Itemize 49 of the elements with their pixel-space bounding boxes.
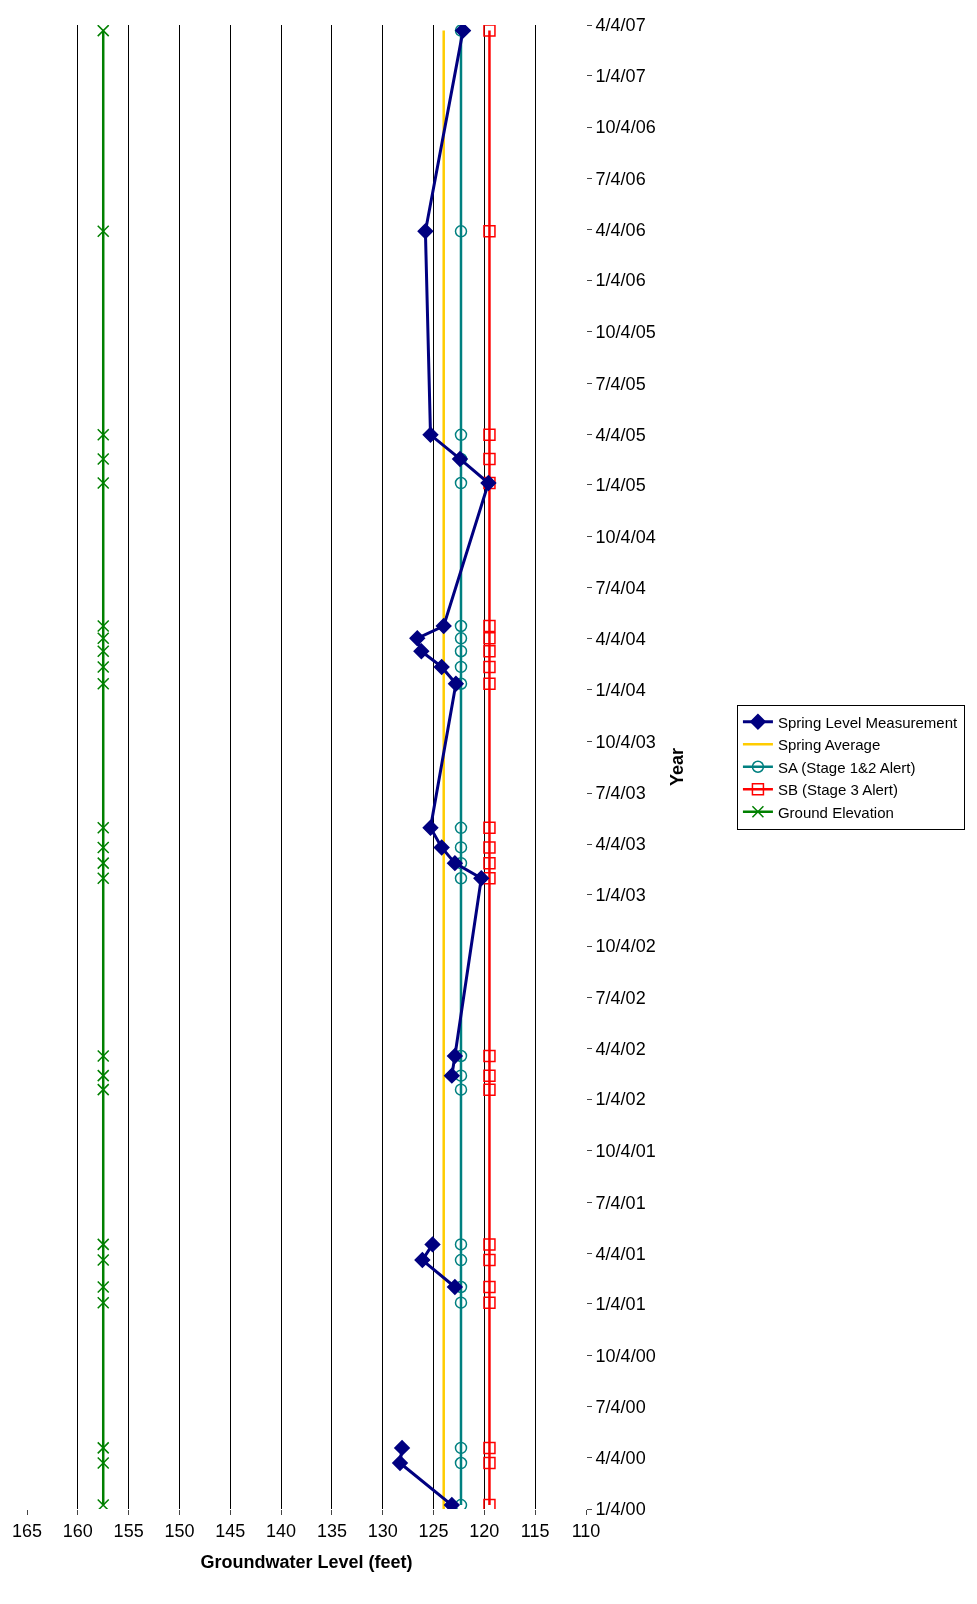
x-tick-label: 165 xyxy=(11,1520,43,1541)
x-tick-label: 150 xyxy=(164,1520,195,1541)
y-tick-label: 4/4/06 xyxy=(595,219,646,240)
y-tick-label: 7/4/03 xyxy=(595,783,646,804)
y-tick-label: 1/4/03 xyxy=(595,884,646,905)
x-tick-label: 160 xyxy=(62,1520,93,1541)
legend-label: Spring Average xyxy=(777,736,881,754)
y-tick-label: 10/4/04 xyxy=(595,526,656,547)
y-tick-label: 4/4/03 xyxy=(595,834,646,855)
y-tick-label: 1/4/07 xyxy=(595,65,646,86)
y-tick-label: 1/4/02 xyxy=(595,1089,646,1110)
legend-label: SB (Stage 3 Alert) xyxy=(777,781,898,799)
y-tick-label: 4/4/05 xyxy=(595,424,646,445)
y-tick-label: 7/4/04 xyxy=(595,578,646,599)
y-tick-label: 4/4/01 xyxy=(595,1243,646,1264)
legend-label: Spring Level Measurement xyxy=(777,713,959,731)
y-tick-label: 4/4/07 xyxy=(595,15,646,36)
x-tick-label: 125 xyxy=(418,1520,449,1541)
y-axis-title: Year xyxy=(666,747,687,787)
x-tick-label: 120 xyxy=(469,1520,500,1541)
x-tick-label: 145 xyxy=(215,1520,246,1541)
x-tick-label: 155 xyxy=(113,1520,144,1541)
y-tick-label: 1/4/05 xyxy=(595,475,646,496)
y-tick-label: 7/4/01 xyxy=(595,1192,646,1213)
y-tick-label: 10/4/01 xyxy=(595,1141,656,1162)
y-tick-label: 4/4/02 xyxy=(595,1039,646,1060)
x-tick-label: 140 xyxy=(266,1520,297,1541)
x-tick-label: 135 xyxy=(316,1520,347,1541)
x-tick-label: 130 xyxy=(367,1520,398,1541)
y-tick-label: 7/4/06 xyxy=(595,168,646,189)
y-tick-label: 1/4/00 xyxy=(595,1499,646,1520)
y-tick-label: 1/4/06 xyxy=(595,270,646,291)
y-tick-label: 10/4/05 xyxy=(595,321,656,342)
x-axis-title: Groundwater Level (feet) xyxy=(200,1551,413,1572)
y-tick-label: 10/4/02 xyxy=(595,936,656,957)
y-tick-label: 7/4/02 xyxy=(595,988,646,1008)
y-tick-label: 7/4/05 xyxy=(595,373,646,394)
x-tick-label: 115 xyxy=(520,1520,550,1541)
legend-label: Ground Elevation xyxy=(777,803,894,821)
y-tick-label: 4/4/04 xyxy=(595,629,646,650)
y-tick-label: 4/4/00 xyxy=(595,1448,646,1469)
y-tick-label: 10/4/06 xyxy=(595,117,656,138)
y-tick-label: 7/4/00 xyxy=(595,1397,646,1418)
legend-label: SA (Stage 1&2 Alert) xyxy=(777,758,916,776)
y-tick-label: 10/4/03 xyxy=(595,731,656,752)
x-tick-label: 110 xyxy=(571,1520,601,1541)
y-tick-label: 1/4/01 xyxy=(595,1294,646,1315)
y-tick-label: 1/4/04 xyxy=(595,680,646,701)
y-tick-label: 10/4/00 xyxy=(595,1345,656,1366)
